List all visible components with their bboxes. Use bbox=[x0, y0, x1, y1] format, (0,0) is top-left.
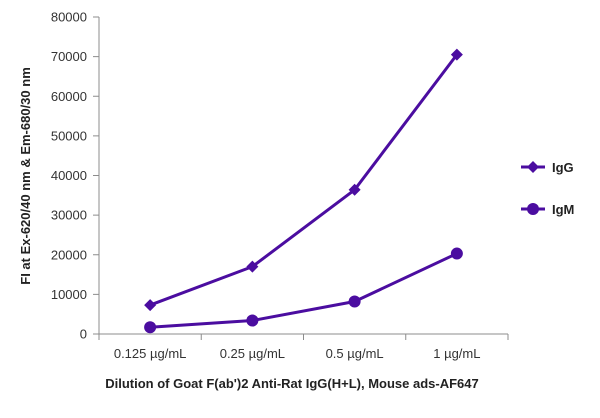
series-igg bbox=[144, 48, 463, 312]
y-tick-label: 20000 bbox=[51, 247, 87, 262]
data-point-diamond bbox=[348, 183, 361, 196]
y-tick-label: 0 bbox=[80, 327, 87, 342]
data-point-circle bbox=[348, 295, 361, 308]
y-tick-label: 40000 bbox=[51, 168, 87, 183]
data-point-diamond bbox=[246, 260, 259, 273]
data-point-circle bbox=[450, 247, 463, 260]
x-tick-label: 0.25 µg/mL bbox=[220, 346, 285, 361]
y-tick-label: 50000 bbox=[51, 128, 87, 143]
axes: 0 10000 20000 30000 40000 50000 60000 70000 8000… bbox=[51, 10, 509, 361]
data-point-circle bbox=[144, 321, 157, 334]
x-axis-title: Dilution of Goat F(ab')2 Anti-Rat IgG(H+… bbox=[105, 376, 478, 391]
legend-item-igg: IgG bbox=[521, 160, 574, 175]
legend-marker-diamond bbox=[527, 161, 539, 173]
series-layer bbox=[144, 48, 463, 334]
x-tick-label: 0.125 µg/mL bbox=[114, 346, 187, 361]
legend-label-igg: IgG bbox=[552, 160, 574, 175]
series-igm bbox=[144, 247, 463, 334]
y-tick-label: 60000 bbox=[51, 89, 87, 104]
data-point-diamond bbox=[144, 299, 157, 312]
y-tick-label: 10000 bbox=[51, 287, 87, 302]
series-line-igm bbox=[150, 252, 458, 329]
y-tick-label: 70000 bbox=[51, 49, 87, 64]
legend-label-igm: IgM bbox=[552, 202, 574, 217]
legend-item-igm: IgM bbox=[521, 202, 574, 217]
y-tick-label: 80000 bbox=[51, 10, 87, 25]
data-point-circle bbox=[246, 314, 259, 327]
series-line-igg bbox=[149, 53, 459, 307]
y-axis-title: FI at Ex-620/40 nm & Em-680/30 nm bbox=[18, 67, 33, 284]
x-tick-label: 1 µg/mL bbox=[433, 346, 480, 361]
legend-marker-circle bbox=[527, 203, 539, 215]
y-tick-label: 30000 bbox=[51, 208, 87, 223]
legend: IgG IgM bbox=[521, 160, 574, 217]
data-point-diamond bbox=[450, 48, 463, 61]
x-tick-label: 0.5 µg/mL bbox=[326, 346, 384, 361]
